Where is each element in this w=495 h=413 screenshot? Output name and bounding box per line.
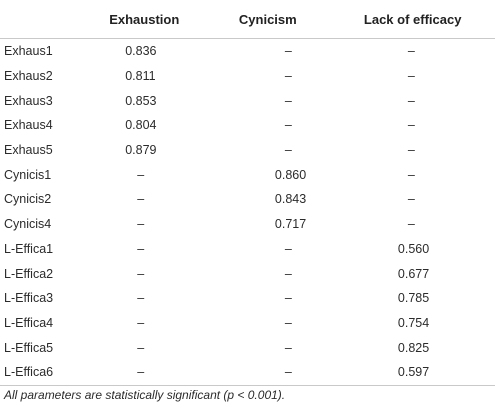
exhaustion-value-cell: 0.879 [125,143,157,158]
table-row: L-Effica1 – – 0.560 [0,237,495,262]
table-row: Exhaus5 0.879 – – [0,138,495,163]
item-label-cell: Cynicis1 [4,167,52,182]
cynicism-value-cell: – [284,118,292,133]
table-row: Cynicis2 – 0.843 – [0,187,495,212]
item-label-cell: L-Effica5 [4,340,54,355]
exhaustion-value-cell: 0.853 [125,93,157,108]
table-body: Exhaus1 0.836– – Exhaus2 0.811– – Exhaus3 0.853… [0,39,495,386]
efficacy-value-cell: 0.825 [397,340,430,355]
exhaustion-value-cell: 0.811 [125,69,156,84]
item-label-cell: Exhaus1 [4,44,53,59]
efficacy-value-cell: – [407,143,415,158]
efficacy-value-cell: 0.677 [397,266,430,281]
exhaustion-value-cell: – [137,241,145,256]
table-footnote: All parameters are statistically signifi… [4,388,286,402]
item-label-cell: L-Effica4 [4,315,54,330]
header-item [0,0,100,39]
item-label-cell: L-Effica1 [4,241,54,256]
cynicism-value-cell: – [284,266,292,281]
table-row: L-Effica4 – – 0.754 [0,311,495,336]
item-label-cell: L-Effica6 [0,359,100,386]
header-cynicism: Cynicism [237,0,364,39]
table-row: L-Effica5 – – 0.825 [0,335,495,360]
exhaustion-value-cell: – [137,167,145,182]
header-row: Exhaustion Cynicism Lack of efficacy [0,0,495,39]
exhaustion-value-cell: – [137,291,145,306]
table-header: Exhaustion Cynicism Lack of efficacy [0,0,495,39]
factor-loadings-table: Exhaustion Cynicism Lack of efficacy Exh… [0,0,495,386]
efficacy-value-cell: – [407,118,415,133]
table-row: Exhaus3 0.853 – – [0,88,495,113]
efficacy-value-cell: 0.560 [397,241,430,256]
table-row: Exhaus2 0.811 – – [0,64,495,89]
exhaustion-value-cell: – [137,315,145,330]
cynicism-value-cell: – [284,69,292,84]
item-label-cell: Exhaus4 [4,118,53,133]
exhaustion-value-cell: 0.836 [125,44,157,59]
efficacy-value-cell: – [407,192,415,207]
table-row: Cynicis4 – 0.717 – [0,212,495,237]
cynicism-value-cell: – [284,93,292,108]
item-label-cell: L-Effica3 [4,291,54,306]
efficacy-value-cell: 0.754 [397,315,430,330]
exhaustion-value-cell: – [137,266,145,281]
cynicism-value-cell: 0.843 [274,192,307,207]
efficacy-value-cell: – [407,44,415,59]
header-exhaustion: Exhaustion [99,0,238,39]
cynicism-value-cell: – [284,315,292,330]
item-label-cell: Exhaus3 [4,93,53,108]
cynicism-value-cell: – [284,340,292,355]
exhaustion-value-cell: 0.804 [125,118,157,133]
exhaustion-value-cell: – [137,217,145,232]
cynicism-value-cell: – [284,291,292,306]
efficacy-value-cell: – [407,93,415,108]
exhaustion-value-cell: – [99,359,238,386]
item-label-cell: Exhaus5 [4,143,53,158]
efficacy-value-cell: 0.785 [397,291,430,306]
table-row: L-Effica2 – – 0.677 [0,261,495,286]
cynicism-value-cell: – [237,359,364,386]
exhaustion-value-cell: – [137,192,145,207]
item-label-cell: Exhaus2 [4,69,53,84]
table-row: Exhaus4 0.804 – – [0,113,495,138]
cynicism-value-cell: – [284,44,292,59]
efficacy-value-cell: – [407,217,415,232]
efficacy-value-cell: – [407,69,415,84]
table-row: L-Effica3 – – 0.785 [0,286,495,311]
item-label-cell: Cynicis4 [4,217,52,232]
item-label-cell: L-Effica2 [4,266,54,281]
header-lack-of-efficacy: Lack of efficacy [363,0,495,39]
cynicism-value-cell: 0.860 [274,167,307,182]
item-label-cell: Cynicis2 [4,192,52,207]
efficacy-value-cell: – [407,167,415,182]
table-row: L-Effica6– –0.597 [0,359,495,386]
cynicism-value-cell: 0.717 [274,217,307,232]
cynicism-value-cell: – [284,143,292,158]
exhaustion-value-cell: – [137,340,145,355]
efficacy-value-cell: 0.597 [363,359,495,386]
cynicism-value-cell: – [284,241,292,256]
table-row: Exhaus1 0.836 – – [0,39,495,64]
table-row: Cynicis1 – 0.860 – [0,162,495,187]
